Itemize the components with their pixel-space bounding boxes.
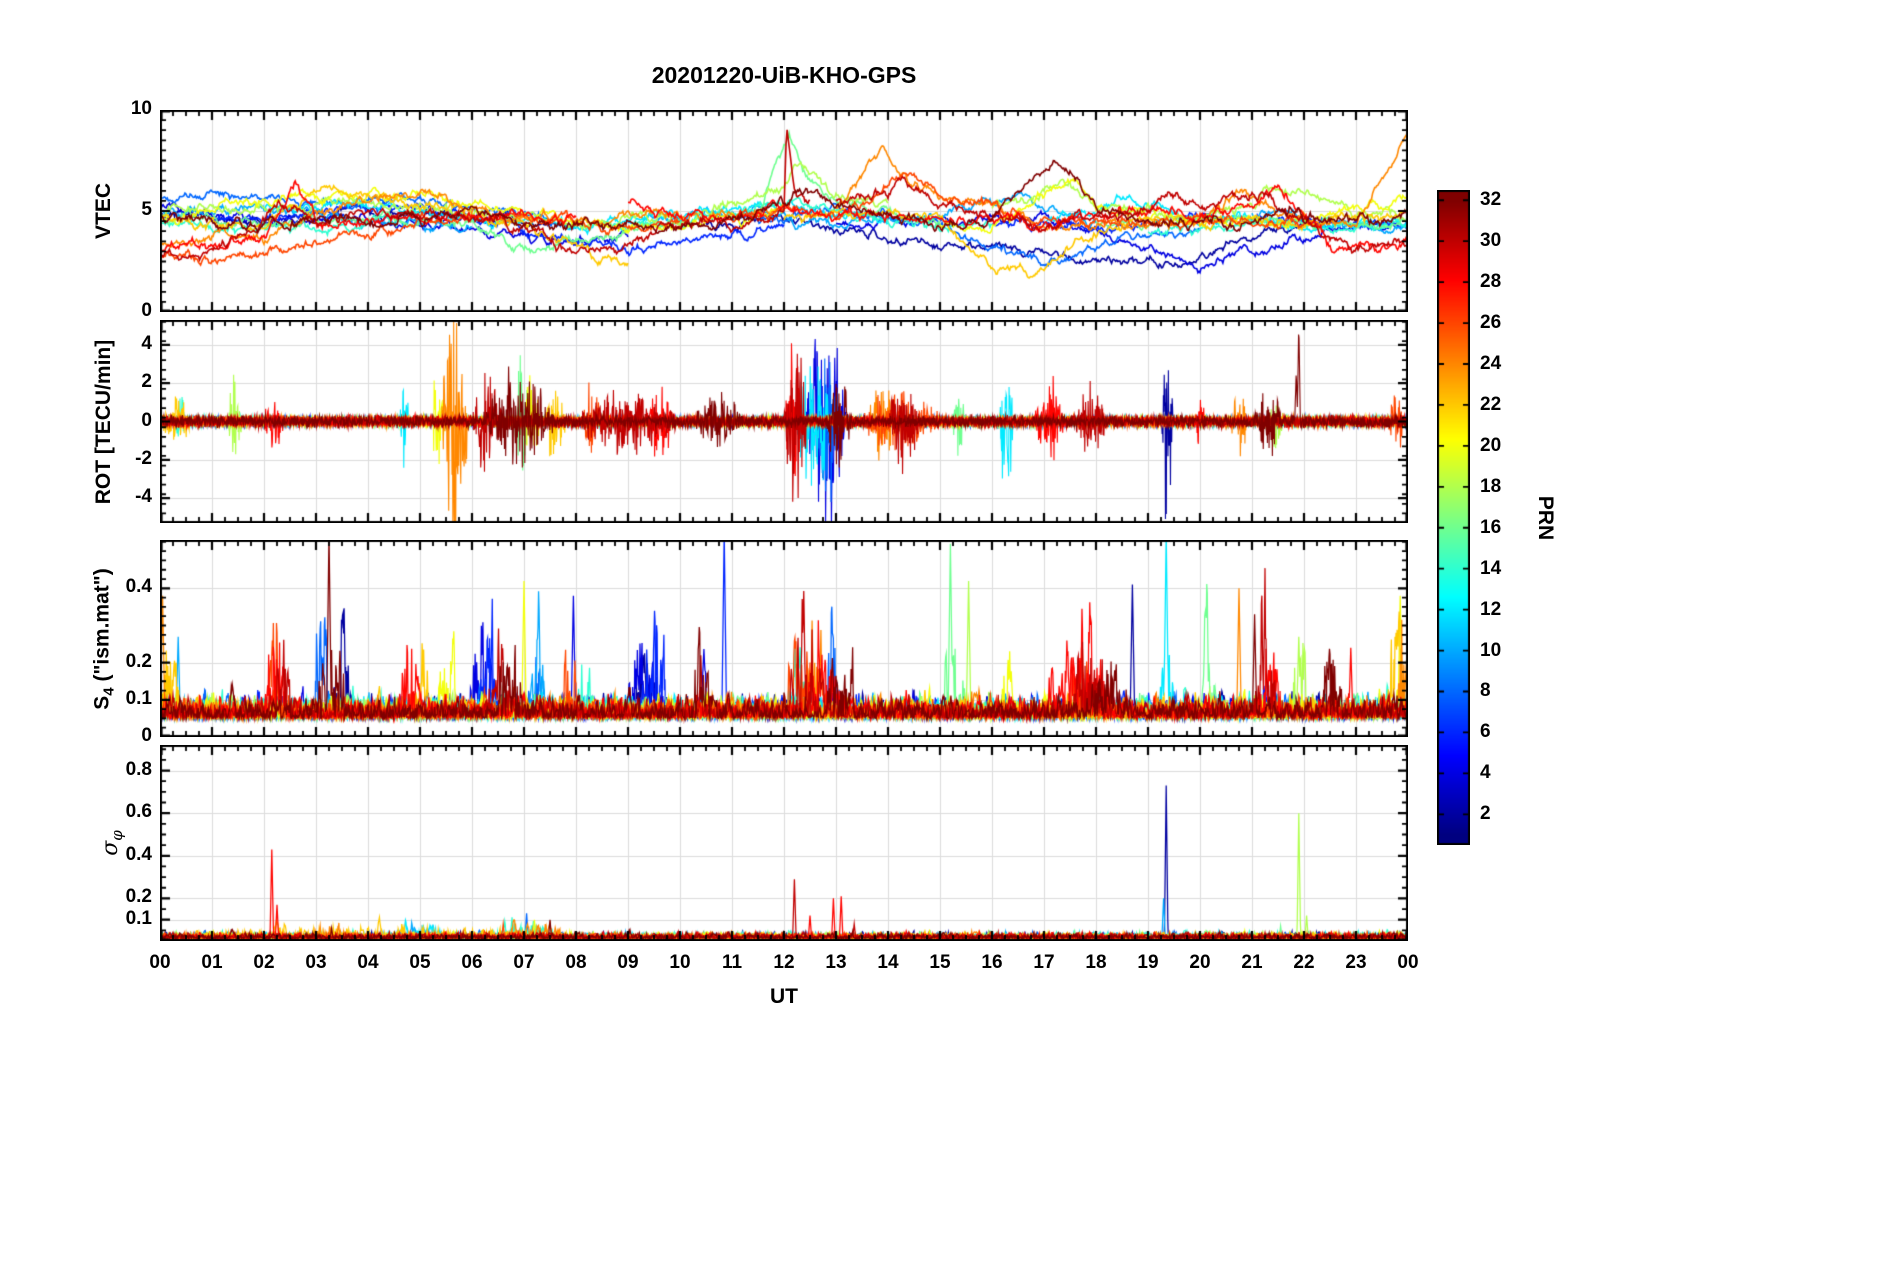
ytick-sigma-0.2: 0.2 xyxy=(125,886,152,908)
panel-s4-canvas xyxy=(160,540,1408,737)
xtick-13-13: 13 xyxy=(825,952,847,973)
xtick-08-8: 08 xyxy=(565,952,587,973)
ytick-rot--4: -4 xyxy=(135,486,152,508)
colorbar-tick-20: 20 xyxy=(1480,434,1502,456)
ytick-s4-0.2: 0.2 xyxy=(125,650,152,672)
colorbar-tick-24: 24 xyxy=(1480,352,1502,374)
ytick-sigma-0.6: 0.6 xyxy=(125,801,152,823)
ytick-sigma-0.1: 0.1 xyxy=(125,907,152,929)
colorbar-tick-28: 28 xyxy=(1480,271,1502,293)
ylabel-rot: ROT [TECU/min] xyxy=(92,339,115,504)
colorbar-tick-6: 6 xyxy=(1480,721,1491,743)
ytick-rot-4: 4 xyxy=(141,332,152,354)
xtick-20-20: 20 xyxy=(1189,952,1211,973)
colorbar-label: PRN xyxy=(1534,495,1557,540)
xtick-09-9: 09 xyxy=(617,952,639,973)
ytick-s4-0: 0 xyxy=(141,725,152,746)
xtick-04-4: 04 xyxy=(357,952,379,973)
colorbar-tick-22: 22 xyxy=(1480,393,1502,415)
colorbar-tick-32: 32 xyxy=(1480,189,1502,211)
ytick-rot-2: 2 xyxy=(141,371,152,393)
xtick-14-14: 14 xyxy=(877,952,899,973)
ytick-sigma-0.4: 0.4 xyxy=(125,843,152,865)
xtick-12-12: 12 xyxy=(773,952,795,973)
x-axis-label: UT xyxy=(770,985,798,1008)
xtick-11-11: 11 xyxy=(721,952,743,973)
xtick-16-16: 16 xyxy=(981,952,1003,973)
xtick-00-24: 00 xyxy=(1397,952,1419,973)
colorbar-tick-14: 14 xyxy=(1480,557,1502,579)
xtick-02-2: 02 xyxy=(253,952,275,973)
chart-title: 20201220-UiB-KHO-GPS xyxy=(651,62,917,88)
xtick-19-19: 19 xyxy=(1137,952,1159,973)
xtick-05-5: 05 xyxy=(409,952,431,973)
colorbar-tick-2: 2 xyxy=(1480,803,1491,825)
ytick-vtec-10: 10 xyxy=(130,98,152,119)
colorbar-tick-16: 16 xyxy=(1480,516,1502,538)
xtick-21-21: 21 xyxy=(1241,952,1263,973)
ylabel-vtec: VTEC xyxy=(92,182,115,240)
ytick-sigma-0.8: 0.8 xyxy=(125,758,152,780)
colorbar-tick-18: 18 xyxy=(1480,475,1502,497)
xtick-07-7: 07 xyxy=(513,952,535,973)
xtick-18-18: 18 xyxy=(1085,952,1107,973)
colorbar-gradient xyxy=(1437,190,1470,845)
ytick-s4-0.1: 0.1 xyxy=(125,687,152,709)
xtick-01-1: 01 xyxy=(201,952,223,973)
xtick-10-10: 10 xyxy=(669,952,691,973)
colorbar-tick-26: 26 xyxy=(1480,312,1502,334)
panel-rot-canvas xyxy=(160,320,1408,523)
ytick-rot--2: -2 xyxy=(135,447,152,469)
colorbar-tick-4: 4 xyxy=(1480,762,1491,784)
colorbar-tick-10: 10 xyxy=(1480,639,1502,661)
xtick-23-23: 23 xyxy=(1345,952,1367,973)
panel-sigma-canvas xyxy=(160,745,1408,941)
xtick-17-17: 17 xyxy=(1033,952,1055,973)
colorbar-tick-8: 8 xyxy=(1480,680,1491,702)
ytick-s4-0.4: 0.4 xyxy=(125,576,152,598)
ylabel-s4: S4 ("ism.mat") xyxy=(90,567,118,710)
xtick-03-3: 03 xyxy=(305,952,327,973)
xtick-15-15: 15 xyxy=(929,952,951,973)
xtick-06-6: 06 xyxy=(461,952,483,973)
colorbar-tick-30: 30 xyxy=(1480,230,1502,252)
ylabel-sigma: σφ xyxy=(97,830,127,856)
xtick-00-0: 00 xyxy=(149,952,171,973)
colorbar-tick-12: 12 xyxy=(1480,598,1502,620)
xtick-22-22: 22 xyxy=(1293,952,1315,973)
ytick-vtec-5: 5 xyxy=(141,199,152,220)
ytick-rot-0: 0 xyxy=(141,409,152,431)
panel-vtec-canvas xyxy=(160,110,1408,312)
ytick-vtec-0: 0 xyxy=(141,300,152,321)
